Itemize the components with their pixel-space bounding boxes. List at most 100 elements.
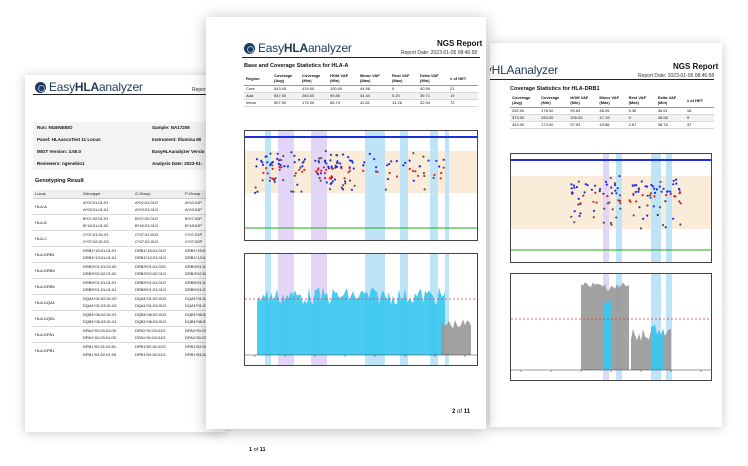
- locus-cell: HLA-B: [33, 213, 81, 230]
- vaf-point: [348, 166, 351, 170]
- vaf-point: [347, 156, 350, 159]
- info-analysis-date: Analysis Date: 2023-01-: [152, 161, 203, 166]
- vaf-point: [342, 188, 345, 191]
- vaf-point: [594, 184, 597, 187]
- ggroup-cell: B*18:01:01G: [135, 223, 158, 229]
- stats-cell: 44.96: [358, 85, 390, 93]
- vaf-point: [650, 183, 653, 187]
- genotype-cell: DPA1*01:03:01:05: [81, 325, 133, 334]
- report-page-2[interactable]: EasyHLAanalyzer NGS Report Report Date: …: [206, 17, 486, 429]
- exon-region: [365, 131, 385, 240]
- vaf-point: [423, 174, 426, 178]
- report-page-5[interactable]: syHLAanalyzer NGS Report Report Date: 20…: [490, 43, 722, 427]
- drb1-stats-table: Coverage (Avg) Coverage (Min) HOM VAF (M…: [510, 95, 714, 129]
- stats-cell: 0.20: [390, 92, 418, 100]
- info-reviewers: Reviewers: ngenebio1: [37, 161, 85, 166]
- vaf-point: [317, 159, 320, 163]
- vaf-point: [609, 176, 612, 179]
- vaf-point: [278, 168, 281, 171]
- table-row: DPB1*04:02:01:03 DPB1*04:02:01G DPB1*04:02…: [33, 350, 225, 358]
- stats-cell: 47.19: [597, 114, 627, 122]
- vaf-point: [350, 159, 353, 162]
- stats-cell: 0.36: [626, 107, 656, 115]
- stats-cell: 85.74: [328, 99, 358, 107]
- vaf-point: [320, 157, 323, 160]
- vaf-point: [319, 172, 322, 175]
- info-sample: Sample: NA17206: [152, 125, 190, 130]
- vaf-point: [271, 177, 274, 180]
- vaf-point: [660, 190, 663, 193]
- vaf-point: [582, 194, 585, 197]
- genotype-cell: DRB3*02:02:01:02: [83, 271, 117, 277]
- vaf-point: [404, 161, 407, 164]
- vaf-point: [296, 183, 299, 186]
- stats-cell: 37: [684, 121, 714, 129]
- stats-cell: 373.00: [510, 114, 540, 122]
- pgroup-cell: DRB3*01:01P: [183, 261, 225, 270]
- vaf-point: [322, 166, 325, 169]
- vaf-point: [329, 188, 332, 191]
- pgroup-cell: DRB5*01:01P: [183, 277, 225, 286]
- vaf-point: [432, 176, 435, 179]
- vaf-point: [577, 180, 580, 183]
- table-row: DPA1*01:03:01:05 DPA1*01:03:01G DPA1*01:03…: [33, 334, 225, 342]
- vaf-point: [276, 157, 279, 160]
- vaf-point: [395, 160, 398, 163]
- vaf-point: [323, 177, 327, 180]
- vaf-point: [319, 179, 322, 182]
- table-row: Core 543.00 419.00 100.00 44.96 0 40.59 21: [244, 85, 478, 93]
- stats-cell: 100.00: [568, 114, 598, 122]
- vaf-point: [669, 190, 672, 193]
- ggroup-cell: DQA1*01:03:01G: [135, 303, 167, 309]
- vaf-point: [329, 159, 332, 162]
- genotyping-table: Locus Genotype G-Group P-Group HLA-A A*02…: [33, 190, 225, 358]
- vaf-point: [351, 161, 354, 164]
- vaf-point: [570, 215, 573, 218]
- vaf-point: [613, 184, 617, 187]
- pgroup-cell: C*07:02P: [185, 239, 203, 245]
- vaf-point: [609, 221, 613, 225]
- col-genotype: Genotype: [81, 190, 133, 199]
- vaf-point: [282, 179, 285, 182]
- logo-icon: [244, 42, 255, 54]
- vaf-point: [641, 194, 644, 197]
- vaf-plot-svg: [511, 154, 711, 262]
- vaf-point: [439, 177, 442, 180]
- ggroup-cell: DQA1*01:02:01G: [133, 293, 183, 302]
- table-row: HLA-DQB1 DQB1*06:02:01:01 DQB1*06:02:01G DQ…: [33, 309, 225, 326]
- vaf-point: [675, 178, 678, 181]
- vaf-point: [611, 208, 614, 211]
- col-cov-avg: Coverage (Avg): [510, 95, 540, 108]
- vaf-point: [266, 172, 269, 175]
- coverage-plot-svg: [245, 254, 477, 365]
- vaf-point: [602, 192, 605, 195]
- vaf-point: [298, 168, 301, 171]
- vaf-point: [412, 152, 415, 155]
- vaf-point: [669, 192, 672, 195]
- report-page-1[interactable]: EasyHLAanalyzer Report Run: NGENEBIO Sam…: [25, 75, 225, 432]
- vaf-point: [632, 192, 635, 195]
- vaf-point: [594, 191, 597, 194]
- exon-region: [666, 154, 672, 262]
- col-cov-min: Coverage (Min): [539, 95, 569, 108]
- vaf-point: [614, 189, 617, 192]
- vaf-point: [350, 188, 353, 191]
- stats-cell: 43.86: [597, 121, 627, 129]
- coverage-area: [257, 287, 445, 355]
- info-imgt: IMGT Version: 3.50.0: [37, 149, 82, 154]
- vaf-point: [610, 192, 614, 195]
- vaf-point: [618, 194, 622, 197]
- pgroup-cell: B*07:02P: [183, 213, 225, 222]
- info-panel: Panel: HLAaccuTest 11 Locus: [37, 137, 101, 142]
- pgroup-cell: DQA1*01:03P: [185, 303, 211, 309]
- vaf-point: [255, 158, 258, 161]
- vaf-point: [262, 171, 265, 174]
- vaf-point: [616, 187, 619, 190]
- vaf-point: [334, 164, 337, 167]
- het-band: [511, 176, 711, 229]
- report-date: Report Date: 2023-01-05 08:46:58: [401, 50, 478, 56]
- genotype-cell: DPA1*01:03:01:05: [83, 335, 116, 341]
- vaf-point: [433, 173, 436, 176]
- vaf-point: [629, 200, 632, 203]
- pgroup-cell: DPA1*01:03P: [183, 325, 225, 334]
